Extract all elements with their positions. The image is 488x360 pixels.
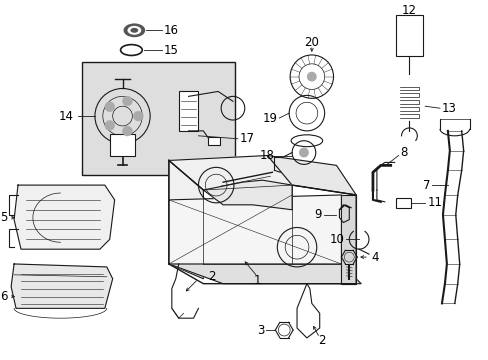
Bar	[109, 134, 135, 156]
Text: 2: 2	[317, 334, 325, 347]
Text: 2: 2	[208, 270, 215, 283]
Text: 10: 10	[329, 233, 344, 246]
Text: 16: 16	[163, 24, 179, 37]
Polygon shape	[341, 195, 355, 284]
Text: 6: 6	[0, 290, 7, 303]
Text: 11: 11	[427, 196, 441, 210]
Circle shape	[122, 96, 132, 106]
Text: 8: 8	[400, 146, 407, 159]
Polygon shape	[14, 185, 114, 249]
Text: 15: 15	[163, 44, 179, 57]
Text: 17: 17	[240, 132, 254, 145]
Circle shape	[122, 126, 132, 136]
Circle shape	[104, 102, 115, 112]
Text: 1: 1	[253, 274, 261, 287]
Text: 13: 13	[441, 102, 456, 115]
Polygon shape	[168, 264, 360, 284]
Text: 14: 14	[58, 109, 73, 123]
Text: 19: 19	[262, 112, 277, 125]
Ellipse shape	[123, 23, 145, 37]
Polygon shape	[11, 264, 112, 308]
Circle shape	[298, 148, 308, 157]
Circle shape	[104, 121, 115, 130]
Polygon shape	[168, 156, 291, 190]
Polygon shape	[267, 156, 355, 195]
Bar	[82, 62, 234, 175]
Text: 18: 18	[259, 149, 274, 162]
Polygon shape	[203, 180, 291, 210]
Text: 5: 5	[0, 211, 7, 224]
Bar	[395, 14, 423, 56]
Circle shape	[133, 111, 143, 121]
Ellipse shape	[130, 28, 138, 33]
Bar	[395, 198, 410, 208]
Ellipse shape	[127, 26, 141, 35]
Bar	[208, 137, 220, 145]
Text: 20: 20	[304, 36, 319, 49]
Bar	[179, 91, 198, 131]
Text: 9: 9	[314, 208, 321, 221]
Text: 7: 7	[422, 179, 429, 192]
Text: 3: 3	[257, 324, 264, 337]
Polygon shape	[168, 195, 341, 264]
Circle shape	[306, 72, 316, 82]
Text: 12: 12	[401, 4, 416, 17]
Polygon shape	[168, 161, 203, 279]
Text: 4: 4	[370, 251, 378, 264]
